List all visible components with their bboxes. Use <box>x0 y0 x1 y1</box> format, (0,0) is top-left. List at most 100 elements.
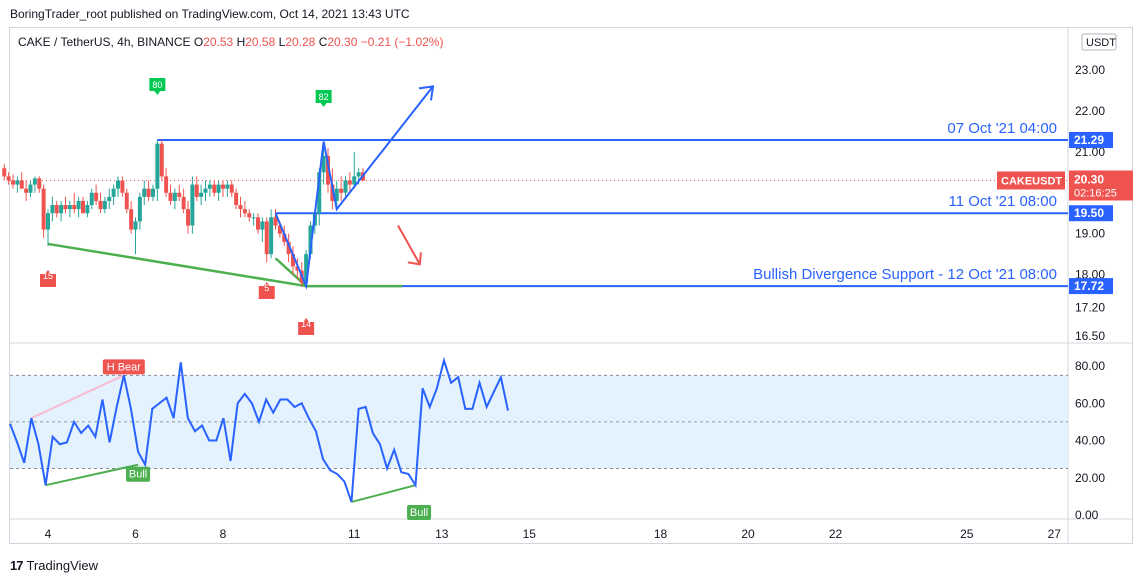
candle-body <box>155 143 160 189</box>
level-price-tag-label: 17.72 <box>1074 279 1104 293</box>
candle-body <box>304 254 309 283</box>
divergence-line <box>351 484 416 503</box>
level-price-tag-label: 21.29 <box>1074 133 1104 147</box>
tradingview-logo-icon[interactable]: 17 <box>10 558 24 573</box>
candle-body <box>194 184 199 197</box>
rsi-tick-label: 60.00 <box>1075 396 1105 410</box>
time-tick-label: 18 <box>654 527 668 541</box>
candle-body <box>129 209 134 230</box>
last-price-tag <box>1069 170 1133 201</box>
symbol-label: CAKE / TetherUS, 4h, BINANCE <box>18 35 191 49</box>
candle-body <box>291 254 295 267</box>
level-price-tag-label: 19.50 <box>1074 206 1104 220</box>
chart-frame <box>9 27 1133 544</box>
candle-body <box>46 213 50 230</box>
brand-name: TradingView <box>26 558 99 573</box>
candle-body <box>54 205 59 214</box>
down-arrow <box>397 225 421 265</box>
rsi-tick-label: 0.00 <box>1075 508 1099 522</box>
candle-body <box>273 217 278 226</box>
candle-body <box>98 200 103 210</box>
candle-body <box>282 233 287 242</box>
last-price-value: 20.30 <box>1074 172 1104 186</box>
candle-body <box>256 217 260 230</box>
signal-high-marker <box>149 78 166 95</box>
divergence-line <box>30 374 125 420</box>
candle-body <box>76 200 81 210</box>
candle-body <box>50 205 55 214</box>
footer: 17 TradingView <box>10 558 98 573</box>
candle-body <box>347 180 352 185</box>
candle-body <box>2 168 7 177</box>
candle-body <box>116 180 120 189</box>
candle-body <box>72 205 77 210</box>
candle-body <box>28 184 33 193</box>
time-tick-label: 6 <box>132 527 139 541</box>
candle-body <box>168 192 173 201</box>
rsi-tick-label: 40.00 <box>1075 434 1105 448</box>
low-label: L <box>278 35 286 49</box>
candle-body <box>308 225 313 255</box>
level-price-tag <box>1069 131 1113 148</box>
candle-body <box>269 217 274 255</box>
candle-body <box>203 188 208 193</box>
down-arrow-head <box>407 252 422 266</box>
candle-body <box>207 184 212 189</box>
signal-marker-label: 14 <box>301 319 311 329</box>
candle-body <box>142 188 147 197</box>
candle-body <box>264 221 269 255</box>
price-tick-label: 16.50 <box>1075 329 1105 343</box>
candle-body <box>89 192 94 206</box>
time-tick-label: 4 <box>45 527 52 541</box>
pattern-zigzag <box>274 85 434 290</box>
candle-body <box>212 184 217 193</box>
time-tick-label: 25 <box>960 527 974 541</box>
candle-body <box>181 196 186 210</box>
candle-body <box>120 180 125 193</box>
open-label: O <box>193 35 204 49</box>
countdown-label: 02:16:25 <box>1074 187 1117 199</box>
candle-body <box>321 155 326 173</box>
candle-body <box>238 205 243 210</box>
candle-body <box>41 188 46 230</box>
candle-body <box>146 188 151 197</box>
candle-body <box>111 188 116 197</box>
price-tick-label: 23.00 <box>1075 63 1105 77</box>
candle-body <box>277 225 282 234</box>
candle-body <box>295 266 300 271</box>
signal-marker-label: 82 <box>319 92 329 102</box>
candle-body <box>229 184 234 193</box>
price-tick-label: 19.00 <box>1075 227 1105 241</box>
candle-body <box>225 184 230 189</box>
level-caption: 11 Oct '21 08:00 <box>949 193 1058 210</box>
price-tick-label: 21.00 <box>1075 145 1105 159</box>
time-tick-label: 13 <box>435 527 449 541</box>
symbol-legend: CAKE / TetherUS, 4h, BINANCE O20.53 H20.… <box>18 35 443 49</box>
candle-body <box>59 205 64 214</box>
signal-high-marker <box>315 90 332 107</box>
rsi-annotation <box>407 504 432 520</box>
close-value: 20.30 <box>327 35 358 49</box>
candle-body <box>107 196 112 201</box>
rsi-annotation <box>126 466 151 482</box>
up-arrow-head <box>418 85 435 101</box>
candle-body <box>221 184 225 189</box>
candle-body <box>124 192 129 210</box>
candle-body <box>343 180 348 193</box>
rsi-line <box>9 356 509 503</box>
candle-body <box>85 205 90 214</box>
candle-body <box>190 184 195 226</box>
time-tick-label: 27 <box>1048 527 1062 541</box>
candle-body <box>242 209 247 214</box>
candle-body <box>6 176 11 181</box>
price-tick-label: 17.20 <box>1075 300 1105 314</box>
currency-badge <box>1081 33 1117 51</box>
rsi-annotation <box>102 359 145 375</box>
signal-low-marker <box>258 282 275 299</box>
rsi-annotation-label: Bull <box>129 469 147 481</box>
candle-body <box>32 178 37 185</box>
candle-body <box>67 205 72 210</box>
level-price-tag <box>1069 205 1113 222</box>
candle-body <box>137 196 142 222</box>
